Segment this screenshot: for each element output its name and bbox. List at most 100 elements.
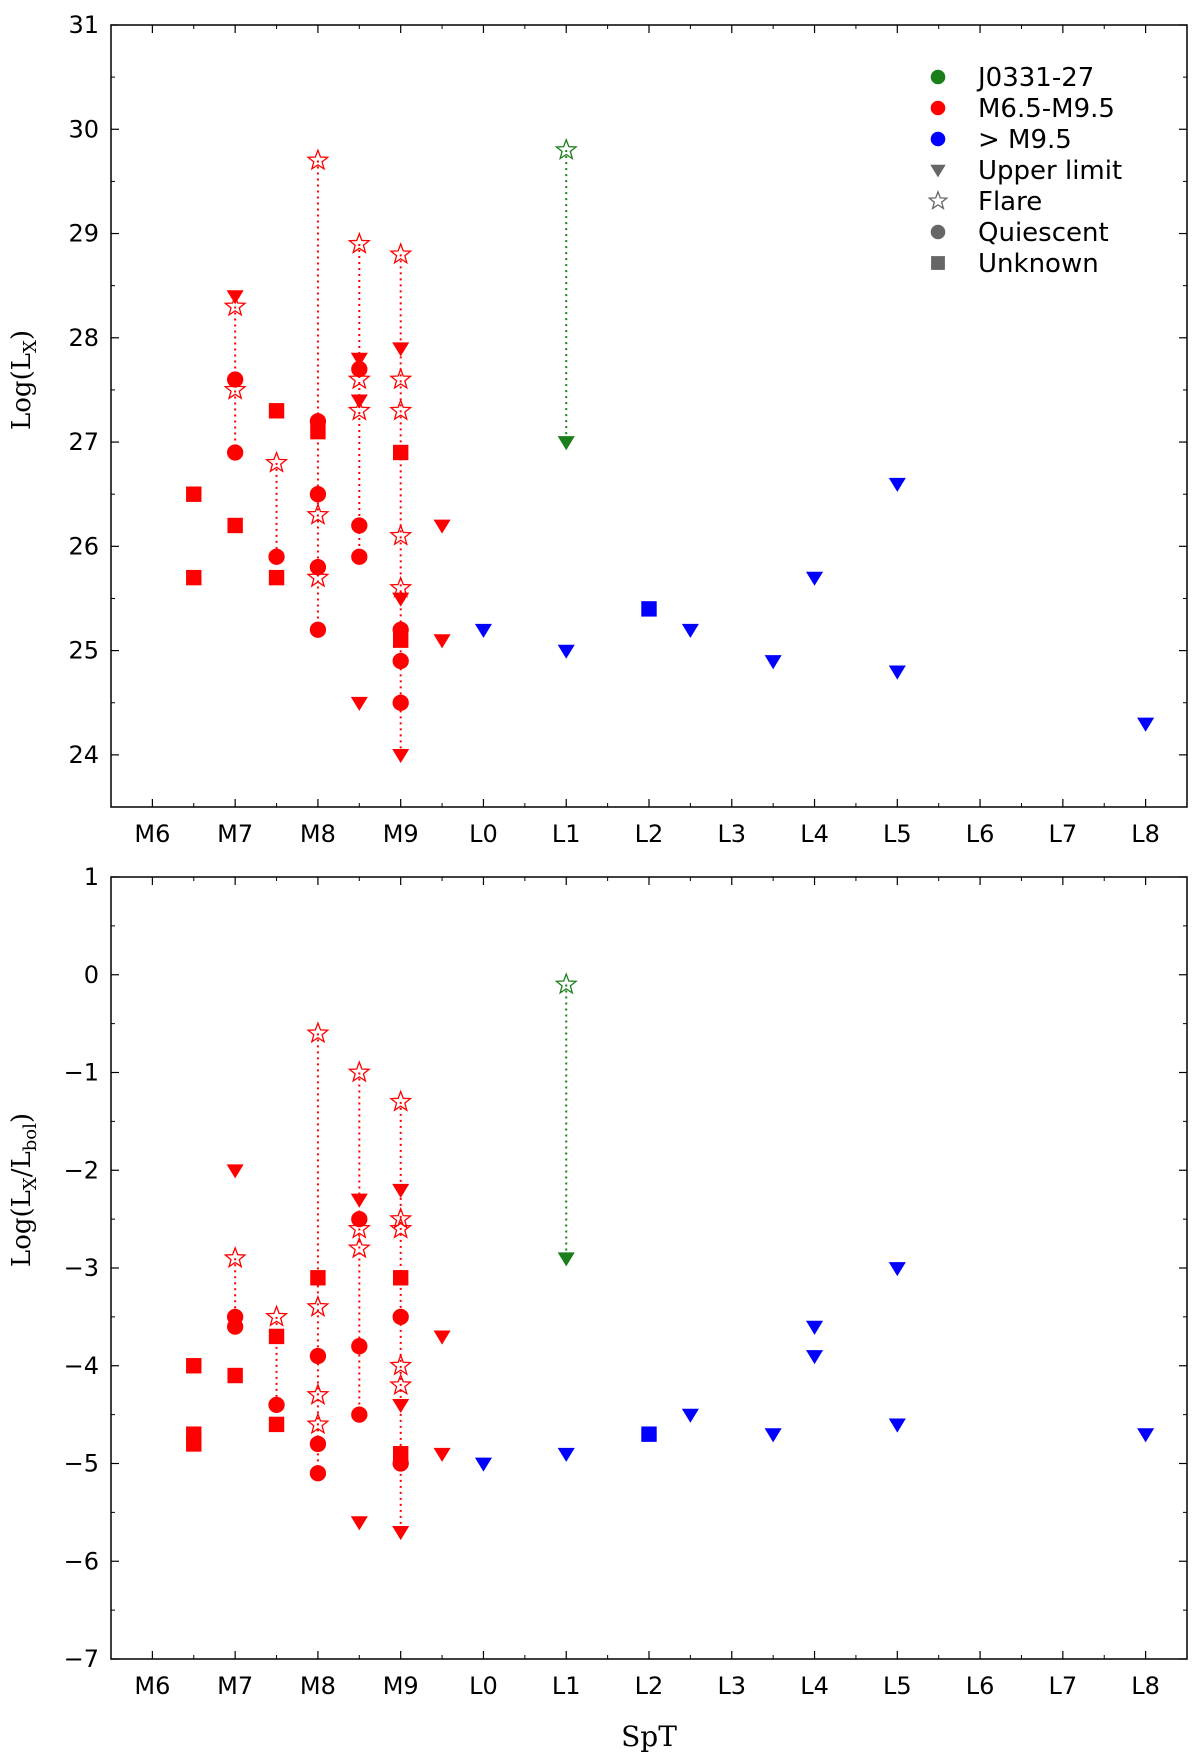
- blue-circle-icon: [930, 131, 946, 147]
- top-point-circle: [392, 652, 409, 670]
- top-point-square: [268, 569, 285, 586]
- top-point-square: [392, 444, 409, 461]
- bottom-ylabel-sub2: bol: [20, 1123, 41, 1151]
- bottom-point-star: [347, 1216, 371, 1239]
- bottom-panel: Log(LX/Lbol) SpT M6 M7 M8 M9 L0 L1 L2 L3 L4 L5 L6 L…: [7, 863, 1188, 1753]
- legend-label: Quiescent: [978, 218, 1109, 248]
- bottom-point-star: [389, 1353, 413, 1376]
- bottom-point-triangle: [888, 1418, 906, 1433]
- top-x-tick-label: L0: [469, 820, 498, 848]
- bottom-point-circle: [227, 1318, 244, 1335]
- top-point-star: [306, 148, 330, 171]
- top-ylabel-tail: ): [7, 330, 37, 340]
- bottom-point-square: [310, 1270, 326, 1286]
- top-point-circle: [227, 444, 244, 461]
- bottom-point-star: [389, 1206, 413, 1230]
- top-x-tick-label: L2: [635, 820, 664, 848]
- top-point-star: [389, 367, 413, 390]
- bottom-point-square: [268, 1328, 285, 1345]
- legend-label: Unknown: [978, 249, 1099, 279]
- green-circle-icon: [930, 69, 946, 85]
- top-point-star: [389, 398, 413, 421]
- bottom-point-circle: [309, 1465, 327, 1482]
- top-point-square: [268, 403, 285, 419]
- bottom-point-triangle: [764, 1428, 782, 1443]
- bottom-point-circle: [309, 1435, 327, 1453]
- bottom-point-triangle: [392, 1183, 410, 1198]
- bottom-point-star: [306, 1294, 330, 1317]
- bottom-point-square: [186, 1436, 202, 1452]
- top-x-tick-label: L8: [1131, 820, 1160, 848]
- bottom-ylabel: Log(LX/Lbol): [7, 1113, 41, 1267]
- top-y-tick-label: 27: [68, 428, 99, 456]
- top-ylabel-sub: X: [20, 340, 41, 353]
- legend-label: J0331-27: [976, 63, 1094, 93]
- top-x-tick-label: M7: [217, 820, 253, 848]
- bottom-point-star: [223, 1246, 247, 1269]
- top-point-star: [347, 367, 371, 390]
- bottom-point-square: [186, 1358, 202, 1374]
- bottom-point-triangle: [805, 1320, 824, 1335]
- top-panel: Log(LX) M6 M7 M8 M9 L0 L1 L2 L3 L4 L5 L6 L7 L8 24 25 26…: [7, 11, 1188, 848]
- bottom-point-triangle: [392, 1526, 410, 1541]
- bottom-point-triangle: [474, 1457, 493, 1472]
- top-point-triangle: [392, 342, 410, 357]
- top-point-star: [347, 398, 371, 421]
- top-point-star: [389, 242, 413, 265]
- bottom-ylabel-tail: ): [7, 1113, 37, 1123]
- top-point-circle: [309, 486, 327, 503]
- top-y-tick-label: 29: [68, 220, 99, 248]
- top-point-star: [306, 502, 330, 525]
- top-y-tick-label: 24: [68, 741, 99, 769]
- bottom-point-triangle: [805, 1350, 824, 1365]
- bottom-point-star: [306, 1382, 330, 1405]
- circle-icon: [930, 224, 946, 240]
- bottom-x-tick-label: M9: [383, 1672, 419, 1700]
- top-x-tick-label: L4: [800, 820, 829, 848]
- top-point-triangle: [392, 748, 410, 764]
- top-point-circle: [351, 548, 368, 565]
- top-y-tick-label: 30: [68, 115, 99, 143]
- bottom-x-tick-label: L1: [552, 1672, 581, 1700]
- bottom-y-tick-label: −6: [64, 1547, 99, 1575]
- svg-text:Log(LX): Log(LX): [7, 330, 41, 430]
- bottom-x-tick-label: M7: [217, 1672, 253, 1700]
- bottom-point-triangle: [681, 1408, 699, 1423]
- top-point-triangle: [805, 571, 824, 586]
- triangle-down-icon: [930, 164, 946, 178]
- bottom-point-square: [641, 1426, 657, 1442]
- bottom-point-triangle: [557, 1252, 575, 1267]
- bottom-y-tick-label: −7: [64, 1645, 99, 1673]
- top-y-tick-label: 26: [68, 532, 99, 560]
- bottom-x-tick-label: M8: [300, 1672, 336, 1700]
- top-point-triangle: [392, 592, 410, 607]
- top-x-tick-label: L1: [552, 820, 581, 848]
- top-point-star: [554, 137, 578, 160]
- top-y-tick-label: 31: [68, 11, 99, 39]
- bottom-point-square: [268, 1416, 285, 1433]
- bottom-y-tick-label: −4: [64, 1352, 99, 1380]
- legend-label: > M9.5: [978, 125, 1072, 155]
- top-point-star: [306, 565, 330, 588]
- bottom-point-triangle: [557, 1447, 575, 1462]
- bottom-x-tick-label: L0: [469, 1672, 498, 1700]
- top-point-star: [389, 523, 413, 546]
- bottom-point-star: [306, 1412, 330, 1435]
- top-point-triangle: [433, 519, 451, 534]
- bottom-point-star: [306, 1021, 330, 1044]
- square-icon: [931, 256, 945, 270]
- bottom-y-tick-label: −2: [64, 1156, 99, 1184]
- top-point-triangle: [350, 352, 368, 367]
- top-x-tick-label: L7: [1049, 820, 1078, 848]
- bottom-y-tick-label: −5: [64, 1450, 99, 1478]
- top-point-triangle: [350, 696, 368, 711]
- star-icon: [927, 189, 949, 210]
- top-point-star: [223, 294, 247, 317]
- bottom-point-circle: [351, 1406, 368, 1423]
- top-point-triangle: [1137, 717, 1155, 732]
- top-point-circle: [268, 548, 285, 565]
- bottom-x-tick-label: L3: [717, 1672, 746, 1700]
- bottom-y-tick-label: −1: [64, 1059, 99, 1087]
